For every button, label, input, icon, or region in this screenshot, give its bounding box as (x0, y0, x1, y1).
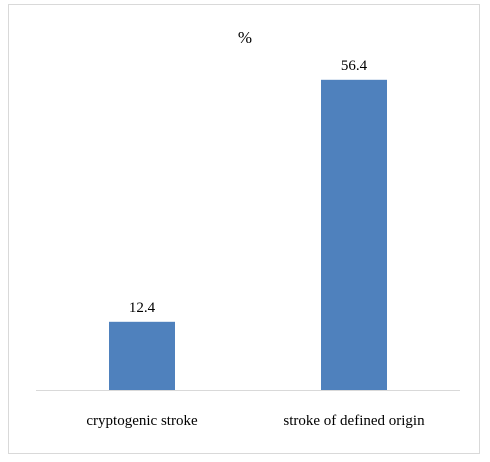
data-label-1: 56.4 (341, 58, 368, 74)
bars-group (109, 79, 387, 391)
bar-1 (321, 79, 387, 391)
labels-group: 12.4 cryptogenic stroke 56.4 stroke of defi… (86, 58, 425, 429)
chart-title: % (237, 28, 253, 47)
category-label-1: stroke of defined origin (283, 413, 425, 429)
bar-0 (109, 321, 175, 390)
category-label-0: cryptogenic stroke (86, 413, 198, 429)
data-label-0: 12.4 (129, 300, 156, 316)
chart-frame (8, 4, 480, 454)
